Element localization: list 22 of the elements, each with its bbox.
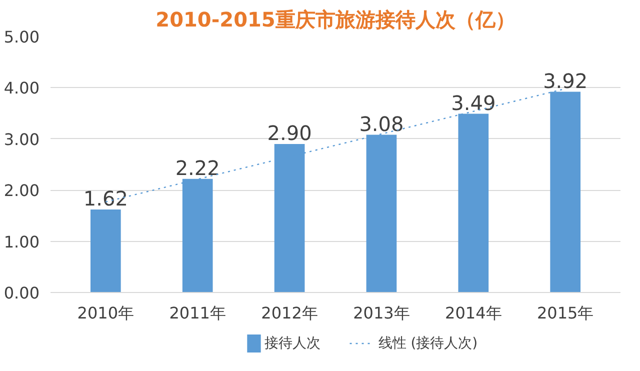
bar [90, 210, 121, 292]
data-label: 3.92 [543, 68, 588, 93]
x-tick-label: 2010年 [77, 304, 134, 322]
data-label: 3.08 [359, 112, 404, 136]
x-tick-label: 2012年 [261, 304, 318, 322]
y-tick-label: 5.00 [4, 28, 40, 46]
data-label: 1.62 [83, 186, 128, 211]
x-tick-label: 2011年 [169, 304, 226, 322]
y-tick-label: 0.00 [4, 284, 40, 302]
data-label: 2.22 [175, 156, 220, 180]
chart-title: 2010-2015重庆市旅游接待人次（亿） [156, 8, 516, 32]
data-label: 2.90 [267, 121, 312, 146]
y-tick-label: 1.00 [4, 232, 40, 252]
legend-label: 接待人次 [264, 336, 320, 352]
legend-label: 线性 (接待人次) [378, 336, 478, 352]
x-tick-label: 2015年 [536, 304, 594, 322]
data-label: 3.49 [451, 90, 496, 115]
y-tick-label: 2.00 [4, 181, 40, 200]
x-tick-label: 2013年 [353, 304, 410, 322]
x-tick-label: 2014年 [445, 304, 502, 322]
y-tick-label: 3.00 [4, 130, 40, 149]
y-tick-label: 4.00 [4, 78, 40, 98]
